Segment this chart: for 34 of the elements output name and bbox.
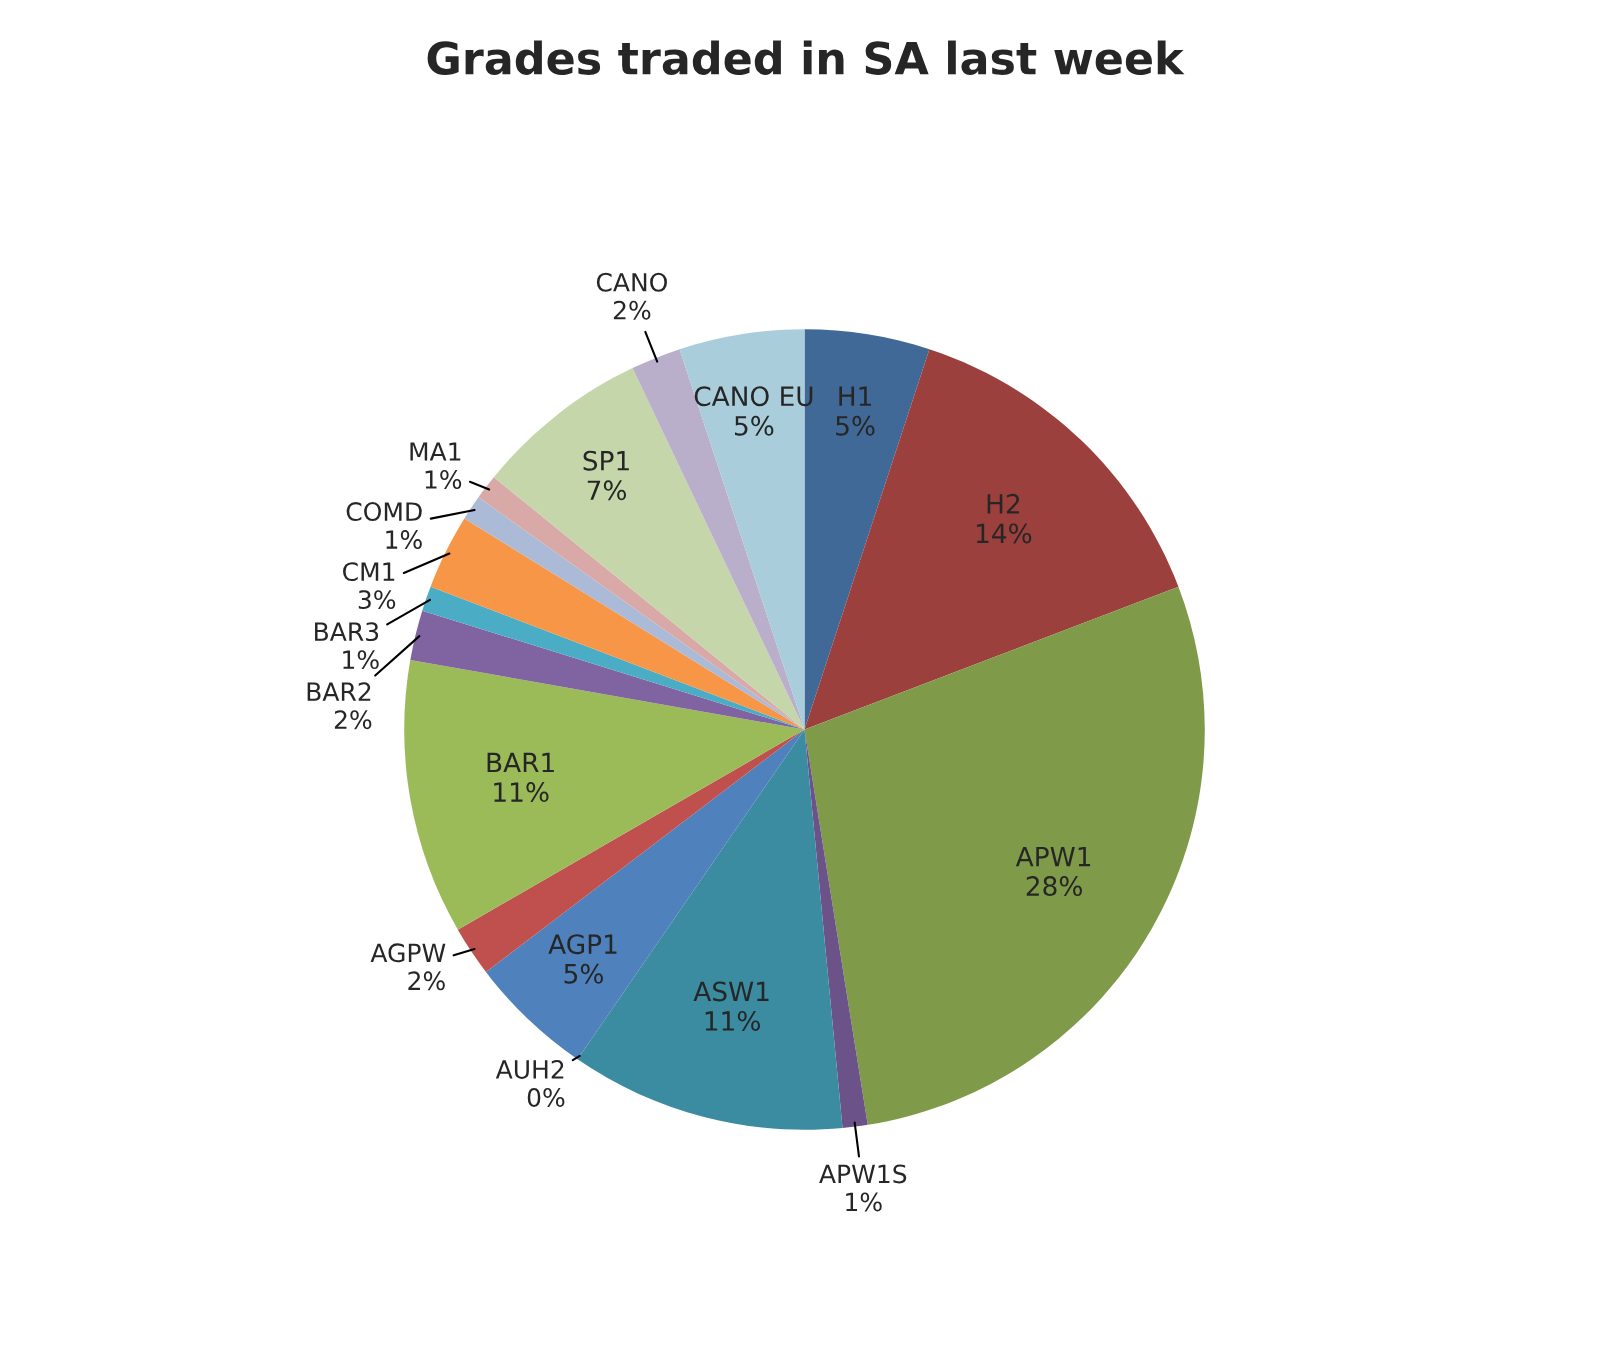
slice-label: APW1 <box>1015 846 1091 867</box>
slice-label: BAR3 <box>315 622 379 642</box>
data-label: 2% <box>613 300 651 320</box>
slice-label: BAR1 <box>487 752 554 773</box>
data-label: 11% <box>705 1010 760 1031</box>
slice-label: H1 <box>839 386 871 406</box>
data-label: 1% <box>343 650 379 670</box>
slice-label: AGPW <box>370 943 446 963</box>
text: 0% <box>527 1087 565 1107</box>
data-label: 11% <box>494 782 549 803</box>
slice-label: COMD <box>346 502 422 522</box>
data-label: 5% <box>836 415 875 436</box>
chart-title: Grades traded in SA last week <box>427 40 1185 75</box>
slice-label: APW1S <box>819 1164 907 1184</box>
data-label: 2% <box>408 971 445 991</box>
data-label: 2% <box>334 710 372 730</box>
data-label: 1% <box>846 1192 882 1212</box>
slice-label: CM1 <box>343 562 395 582</box>
slice-label: MA1 <box>410 442 461 461</box>
data-label: 14% <box>976 523 1032 544</box>
slice-label: AGP1 <box>548 934 617 955</box>
data-label: 1% <box>425 470 462 489</box>
slice-label: ASW1 <box>693 981 769 1002</box>
slice-label: BAR2 <box>307 682 371 701</box>
slice-label: H2 <box>987 493 1020 514</box>
legend-label: AUH2 <box>495 1059 564 1079</box>
data-label: 5% <box>735 415 774 436</box>
slice-label: SP1 <box>583 450 629 471</box>
data-label: 7% <box>587 480 627 501</box>
data-label: 5% <box>564 963 603 984</box>
data-label: 28% <box>1026 876 1082 897</box>
slice-label: CANO <box>596 272 667 292</box>
data-label: 1% <box>386 530 422 550</box>
data-label: 3% <box>358 590 396 610</box>
